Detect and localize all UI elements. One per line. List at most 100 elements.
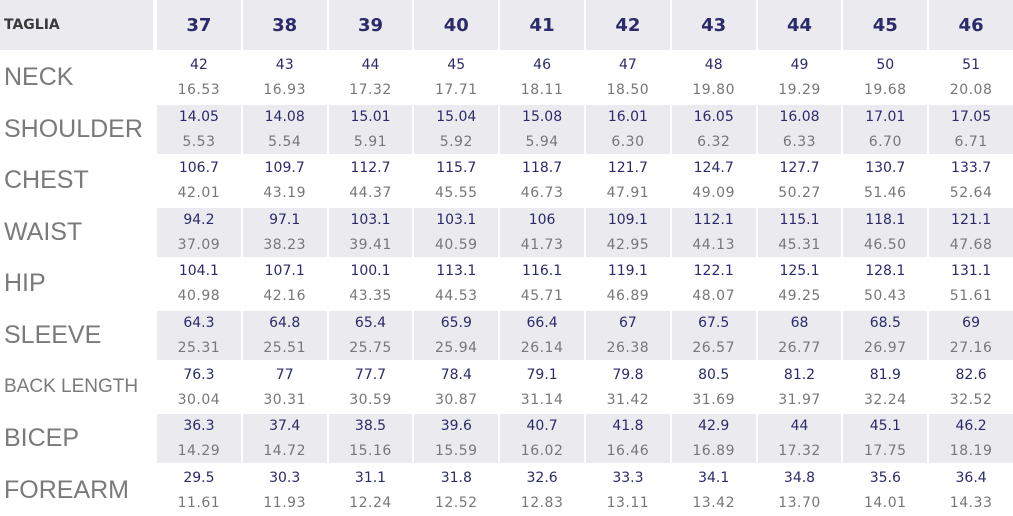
inch-value: 31.42	[606, 391, 650, 408]
cm-value: 79.1	[526, 366, 558, 383]
inch-value: 17.71	[434, 82, 478, 99]
size-cell: 15.04 5.92	[414, 104, 499, 155]
inch-value: 19.80	[692, 82, 735, 99]
cm-value: 38.5	[354, 418, 387, 435]
inch-value: 26.14	[520, 340, 564, 357]
size-cell: 64.8 25.51	[242, 310, 327, 361]
inch-value: 47.68	[949, 236, 993, 253]
size-cell: 68 26.77	[757, 310, 842, 361]
cm-value: 131.1	[951, 263, 992, 280]
inch-value: 30.31	[263, 391, 306, 408]
inch-value: 40.98	[177, 288, 221, 305]
size-cell: 116.1 45.71	[500, 259, 584, 309]
inch-value: 25.51	[263, 340, 306, 357]
size-cell: 65.4 25.75	[328, 310, 413, 361]
size-cell: 64.3 25.31	[157, 310, 241, 361]
inch-value: 37.09	[177, 236, 221, 253]
inch-value: 32.24	[863, 391, 907, 408]
header-size: 38	[242, 0, 327, 50]
inch-value: 17.32	[778, 443, 821, 460]
inch-value: 43.19	[263, 185, 306, 202]
row-label: FOREARM	[4, 475, 129, 504]
size-cell: 32.6 12.83	[500, 465, 584, 515]
size-cell: 103.1 40.59	[414, 207, 499, 258]
header-size: 37	[157, 0, 241, 50]
inch-value: 47.91	[606, 185, 650, 202]
inch-value: 43.35	[349, 288, 392, 305]
header-size: 45	[843, 0, 928, 50]
inch-value: 16.53	[177, 82, 221, 99]
size-cell: 104.1 40.98	[157, 259, 241, 309]
inch-value: 25.31	[177, 340, 221, 357]
cm-value: 109.7	[264, 160, 305, 177]
cm-value: 124.7	[693, 160, 734, 177]
size-cell: 67 26.38	[586, 310, 670, 361]
inch-value: 31.14	[520, 391, 564, 408]
inch-value: 44.13	[692, 236, 735, 253]
cm-value: 17.01	[865, 108, 906, 125]
header-size: 40	[414, 0, 499, 50]
inch-value: 30.04	[177, 391, 221, 408]
size-cell: 119.1 46.89	[586, 259, 670, 309]
cm-value: 50	[876, 57, 895, 74]
size-cell: 125.1 49.25	[758, 259, 842, 309]
cm-value: 14.08	[264, 108, 305, 125]
header-size: 39	[328, 0, 413, 50]
inch-value: 6.70	[868, 133, 902, 150]
inch-value: 42.95	[606, 236, 650, 253]
cm-value: 122.1	[693, 263, 734, 280]
cm-value: 15.04	[436, 108, 477, 125]
row-label: BACK LENGTH	[4, 376, 139, 398]
inch-value: 52.64	[949, 185, 993, 202]
size-cell: 16.01 6.30	[586, 104, 670, 155]
inch-value: 18.19	[949, 443, 993, 460]
row-label: WAIST	[4, 217, 83, 246]
cm-value: 68.5	[869, 315, 901, 332]
cm-value: 44	[361, 57, 380, 74]
size-cell: 128.1 50.43	[843, 259, 927, 309]
row-label: BICEP	[4, 424, 80, 453]
cm-value: 100.1	[350, 263, 391, 280]
cm-value: 34.8	[783, 469, 816, 486]
cm-value: 31.1	[354, 469, 387, 486]
inch-value: 42.16	[263, 288, 306, 305]
cm-value: 44	[790, 418, 809, 435]
cm-value: 16.01	[607, 108, 648, 125]
inch-value: 25.94	[434, 340, 478, 357]
cm-value: 46	[533, 57, 551, 74]
inch-value: 6.32	[697, 133, 731, 150]
cm-value: 36.3	[183, 418, 215, 435]
cm-value: 76.3	[183, 366, 215, 383]
size-cell: 109.1 42.95	[586, 207, 670, 258]
inch-value: 6.30	[611, 133, 645, 150]
cm-value: 97.1	[269, 211, 301, 228]
cm-value: 77.7	[354, 366, 387, 383]
size-cell: 36.4 14.33	[929, 465, 1013, 515]
cm-value: 115.1	[779, 211, 820, 228]
size-cell: 121.7 47.91	[586, 156, 670, 206]
size-cell: 131.1 51.61	[929, 259, 1013, 309]
size-cell: 34.1 13.42	[672, 465, 756, 515]
size-cell: 17.01 6.70	[843, 104, 928, 155]
size-cell: 106.7 42.01	[157, 156, 241, 206]
size-cell: 16.05 6.32	[671, 104, 756, 155]
size-cell: 46.2 18.19	[929, 413, 1013, 464]
cm-value: 112.1	[693, 211, 734, 228]
inch-value: 50.43	[863, 288, 907, 305]
cm-value: 113.1	[436, 263, 477, 280]
cm-value: 67	[618, 315, 637, 332]
inch-value: 26.38	[606, 340, 650, 357]
inch-value: 16.89	[692, 443, 735, 460]
inch-value: 5.53	[182, 133, 216, 150]
cm-value: 30.3	[269, 469, 301, 486]
cm-value: 77	[275, 366, 294, 383]
inch-value: 26.57	[692, 340, 735, 357]
cm-value: 128.1	[865, 263, 906, 280]
inch-value: 44.53	[434, 288, 478, 305]
cm-value: 78.4	[440, 366, 472, 383]
cm-value: 29.5	[183, 469, 215, 486]
size-cell: 82.6 32.52	[929, 362, 1013, 412]
inch-value: 5.91	[353, 133, 388, 150]
cm-value: 45	[447, 57, 466, 74]
inch-value: 25.75	[349, 340, 392, 357]
